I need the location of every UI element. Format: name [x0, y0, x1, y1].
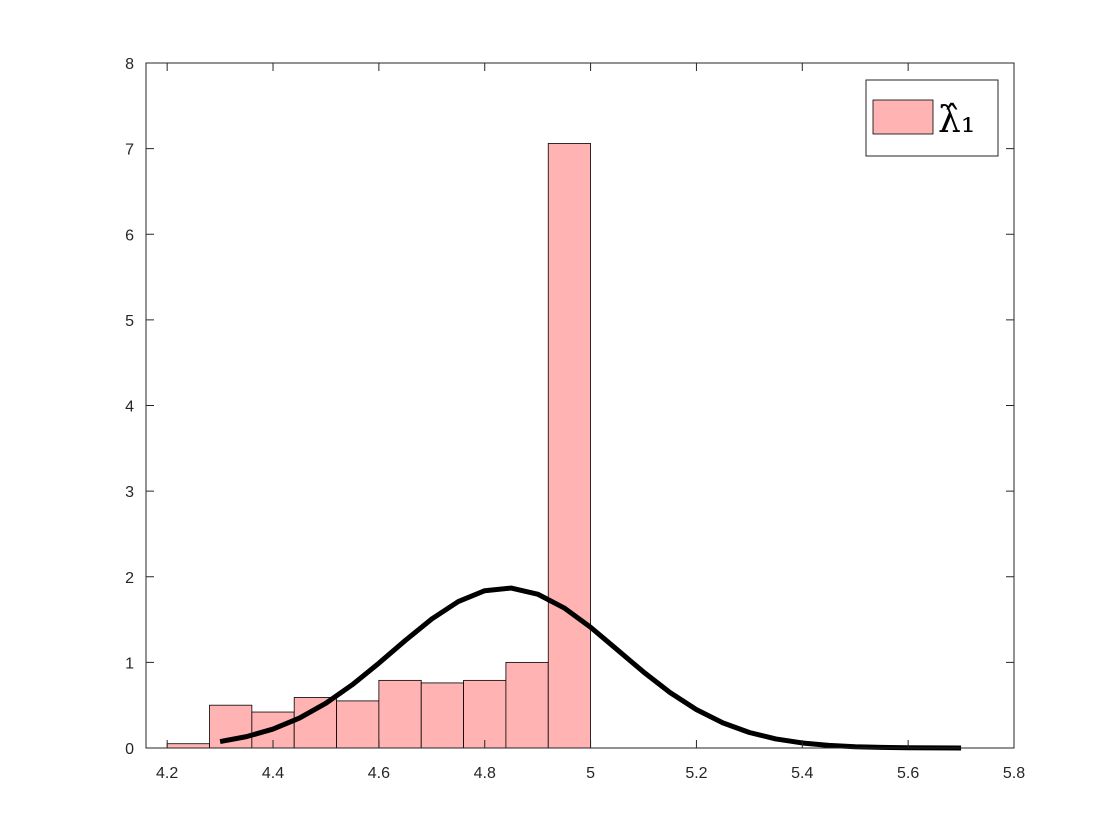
- bar: [505, 661, 549, 749]
- y-tick-label: 7: [125, 142, 134, 159]
- x-tick-label: 4.6: [368, 765, 390, 782]
- y-tick-label: 6: [125, 227, 134, 244]
- x-tick-label: 5: [586, 765, 595, 782]
- x-tick-label: 5.4: [791, 765, 813, 782]
- y-tick-label: 1: [125, 655, 134, 672]
- y-tick-label: 5: [125, 313, 134, 330]
- x-tick-label: 4.4: [262, 765, 284, 782]
- bar: [293, 697, 337, 749]
- y-tick-label: 2: [125, 570, 134, 587]
- bar: [463, 679, 507, 749]
- y-tick-label: 3: [125, 484, 134, 501]
- legend: λ̂₁: [865, 79, 999, 157]
- y-tick-label: 4: [125, 399, 134, 416]
- bar: [420, 682, 464, 749]
- bar: [378, 679, 422, 749]
- bar: [166, 743, 210, 749]
- x-tick-label: 5.6: [897, 765, 919, 782]
- bar: [547, 143, 591, 749]
- x-tick-label: 4.8: [474, 765, 496, 782]
- x-tick-label: 5.8: [1003, 765, 1025, 782]
- x-tick-label: 4.2: [156, 765, 178, 782]
- fit-curve: [219, 585, 962, 751]
- y-tick-label: 8: [125, 56, 134, 73]
- bar: [336, 700, 380, 749]
- y-tick-label: 0: [125, 741, 134, 758]
- x-tick-label: 5.2: [685, 765, 707, 782]
- legend-label: λ̂₁: [938, 100, 975, 141]
- legend-swatch: [872, 99, 934, 135]
